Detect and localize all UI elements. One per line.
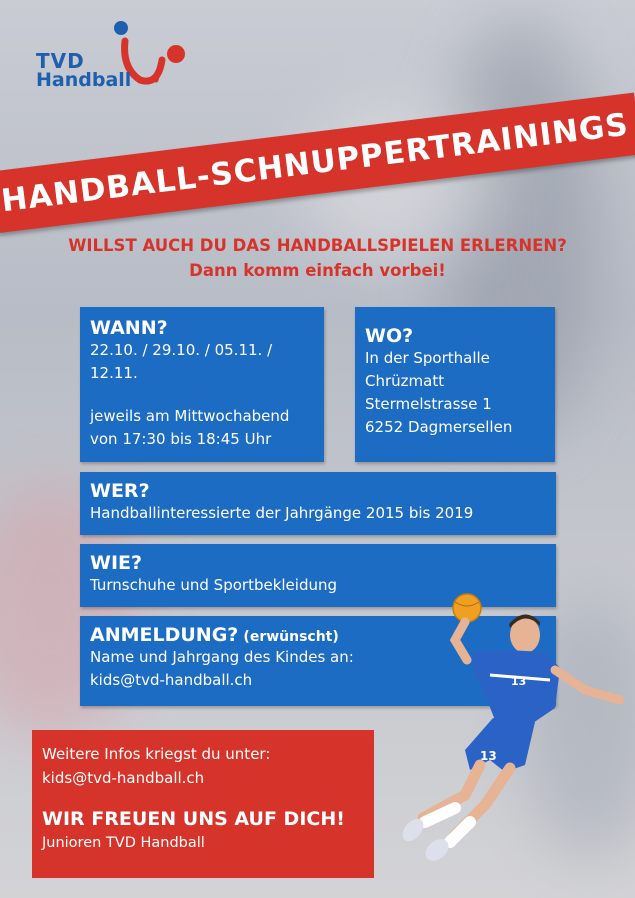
wer-text: Handballinteressierte der Jahrgänge 2015… [90,504,474,522]
footer-signature: Junioren TVD Handball [42,835,205,851]
jersey-number: 13 [511,675,526,688]
logo-line2: Handball [36,69,132,91]
wo-line4: 6252 Dagmersellen [365,418,513,436]
anmeldung-email[interactable]: kids@tvd-handball.ch [90,671,253,689]
footer-slogan: WIR FREUEN UNS AUF DICH! [42,808,345,830]
wie-heading: WIE? [90,552,143,574]
title-banner: HANDBALL-SCHNUPPERTRAININGS [0,92,635,234]
wie-text: Turnschuhe und Sportbekleidung [90,576,338,594]
subtitle-question: WILLST AUCH DU DAS HANDBALLSPIELEN ERLER… [68,236,567,255]
footer-info: Weitere Infos kriegst du unter: [42,745,271,763]
wann-line2: von 17:30 bis 18:45 Uhr [90,430,272,448]
footer-email[interactable]: kids@tvd-handball.ch [42,769,205,787]
anmeldung-box: ANMELDUNG? (erwünscht) Name und Jahrgang… [80,616,556,706]
wo-box: WO? In der Sporthalle Chrüzmatt Stermels… [355,307,555,462]
anmeldung-note: (erwünscht) [243,629,339,645]
banner-title: HANDBALL-SCHNUPPERTRAININGS [0,106,631,220]
wann-line1: jeweils am Mittwochabend [90,407,290,425]
tvd-logo: TVD Handball [30,8,190,103]
wo-line3: Stermelstrasse 1 [365,395,492,413]
shorts-number: 13 [480,749,497,763]
anmeldung-heading: ANMELDUNG? [90,624,239,646]
wo-line1: In der Sporthalle [365,349,490,367]
wann-heading: WANN? [90,317,168,339]
wer-box: WER? Handballinteressierte der Jahrgänge… [80,472,556,535]
footer-box: Weitere Infos kriegst du unter: kids@tvd… [32,730,374,878]
logo-line1: TVD [36,49,85,73]
wo-line2: Chrüzmatt [365,372,445,390]
wo-heading: WO? [365,325,414,347]
wann-dates: 22.10. / 29.10. / 05.11. / 12.11. [90,341,273,382]
anmeldung-line1: Name und Jahrgang des Kindes an: [90,648,354,666]
handball-player-image: 13 13 [395,590,635,880]
wie-box: WIE? Turnschuhe und Sportbekleidung [80,544,556,607]
handball-player-logo-icon [114,21,185,85]
subtitle-invite: Dann komm einfach vorbei! [189,261,446,280]
wann-box: WANN? 22.10. / 29.10. / 05.11. / 12.11. … [80,307,324,462]
wer-heading: WER? [90,480,150,502]
